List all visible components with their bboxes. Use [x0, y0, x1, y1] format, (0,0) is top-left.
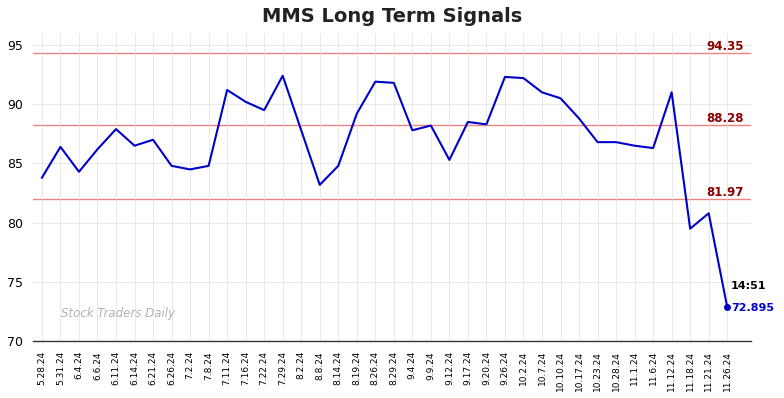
Text: 14:51: 14:51 [731, 281, 767, 291]
Text: 81.97: 81.97 [706, 186, 744, 199]
Title: MMS Long Term Signals: MMS Long Term Signals [262, 7, 522, 26]
Text: Stock Traders Daily: Stock Traders Daily [61, 307, 176, 320]
Text: 72.895: 72.895 [731, 302, 774, 312]
Text: 88.28: 88.28 [706, 111, 744, 125]
Text: 94.35: 94.35 [706, 40, 744, 53]
